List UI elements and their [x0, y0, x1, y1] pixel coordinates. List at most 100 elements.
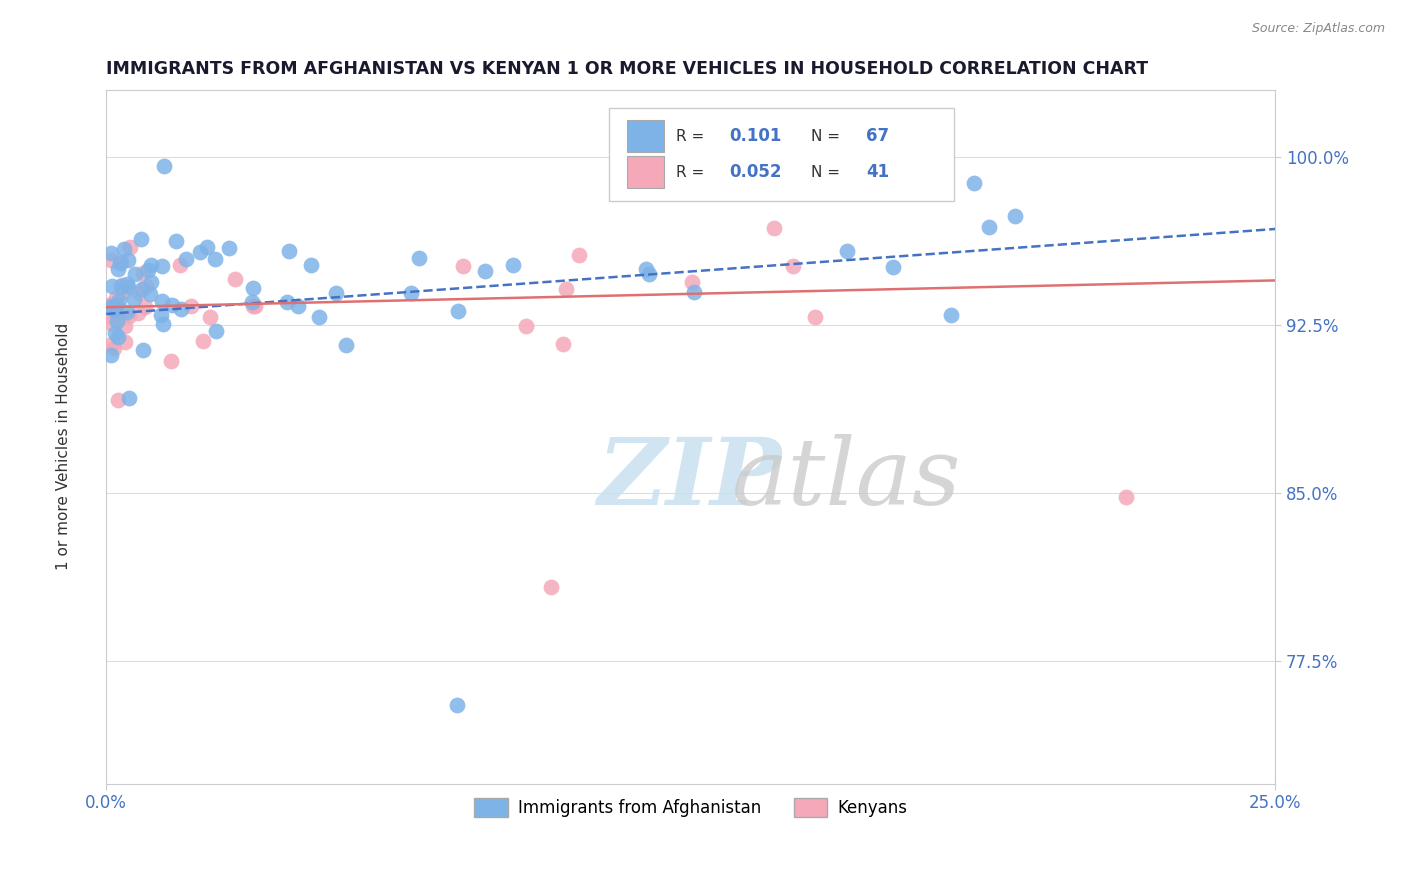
Point	[882, 260, 904, 274]
Point	[399, 285, 422, 300]
Point	[325, 285, 347, 300]
Text: R =: R =	[676, 165, 709, 179]
Point	[224, 272, 246, 286]
Point	[278, 244, 301, 259]
Point	[132, 266, 155, 280]
Text: N =: N =	[811, 165, 845, 179]
FancyBboxPatch shape	[627, 120, 664, 152]
Point	[101, 336, 124, 351]
Point	[128, 286, 150, 301]
Point	[101, 310, 124, 325]
Point	[451, 260, 474, 274]
Point	[447, 303, 470, 318]
Point	[107, 392, 129, 407]
Point	[104, 326, 127, 340]
Point	[682, 285, 704, 299]
Point	[110, 254, 132, 268]
Point	[124, 267, 146, 281]
Point	[100, 253, 122, 268]
Point	[287, 299, 309, 313]
Point	[100, 348, 122, 362]
Point	[139, 287, 162, 301]
Point	[107, 330, 129, 344]
Point	[152, 317, 174, 331]
Point	[169, 258, 191, 272]
Point	[117, 280, 139, 294]
Point	[108, 256, 131, 270]
Text: ZIP: ZIP	[598, 434, 782, 524]
Point	[118, 309, 141, 323]
Point	[299, 258, 322, 272]
Point	[127, 306, 149, 320]
Point	[242, 299, 264, 313]
Point	[107, 293, 129, 308]
Point	[135, 278, 157, 293]
Point	[129, 232, 152, 246]
Point	[638, 268, 661, 282]
Legend: Immigrants from Afghanistan, Kenyans: Immigrants from Afghanistan, Kenyans	[468, 791, 914, 824]
Point	[131, 282, 153, 296]
Point	[114, 242, 136, 256]
Point	[803, 310, 825, 324]
Point	[240, 294, 263, 309]
Point	[198, 310, 221, 324]
Point	[105, 314, 128, 328]
Point	[170, 301, 193, 316]
Point	[204, 324, 226, 338]
Point	[111, 277, 134, 292]
Point	[152, 159, 174, 173]
Point	[446, 698, 468, 713]
Text: R =: R =	[676, 128, 709, 144]
Point	[100, 301, 122, 315]
Text: Source: ZipAtlas.com: Source: ZipAtlas.com	[1251, 22, 1385, 36]
Text: 0.101: 0.101	[730, 127, 782, 145]
Point	[100, 246, 122, 260]
Point	[139, 275, 162, 289]
Point	[551, 336, 574, 351]
Point	[100, 317, 122, 331]
Point	[515, 319, 537, 334]
Text: 67: 67	[866, 127, 890, 145]
Point	[681, 275, 703, 289]
Point	[150, 294, 173, 309]
Text: atlas: atlas	[731, 434, 962, 524]
Point	[104, 291, 127, 305]
Point	[103, 302, 125, 317]
Text: 1 or more Vehicles in Household: 1 or more Vehicles in Household	[56, 322, 70, 570]
Point	[136, 262, 159, 277]
Point	[502, 258, 524, 272]
Point	[554, 282, 576, 296]
Point	[107, 262, 129, 277]
Point	[474, 264, 496, 278]
Point	[188, 244, 211, 259]
Point	[160, 354, 183, 368]
Point	[105, 298, 128, 312]
Point	[117, 252, 139, 267]
Point	[963, 176, 986, 190]
FancyBboxPatch shape	[627, 156, 664, 188]
Point	[111, 285, 134, 300]
Point	[204, 252, 226, 266]
Point	[408, 251, 430, 265]
Point	[134, 301, 156, 315]
Point	[141, 258, 163, 272]
Point	[193, 334, 215, 348]
Point	[103, 342, 125, 356]
Point	[634, 262, 657, 277]
Text: 0.052: 0.052	[730, 163, 782, 181]
Point	[180, 299, 202, 313]
Point	[132, 343, 155, 357]
FancyBboxPatch shape	[609, 108, 953, 202]
Point	[835, 244, 858, 259]
Point	[107, 307, 129, 321]
Point	[276, 294, 298, 309]
Point	[1115, 491, 1137, 505]
Point	[100, 297, 122, 311]
Point	[162, 298, 184, 312]
Point	[114, 334, 136, 349]
Point	[308, 310, 330, 325]
Point	[218, 241, 240, 255]
Point	[335, 337, 357, 351]
Point	[245, 299, 267, 313]
Point	[242, 281, 264, 295]
